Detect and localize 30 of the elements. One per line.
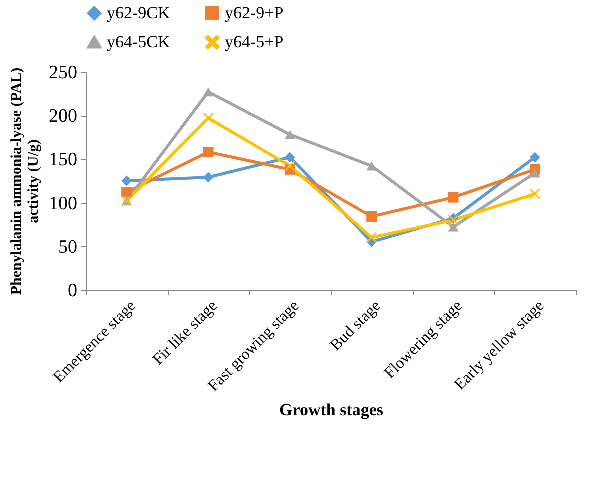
point <box>203 146 214 158</box>
point <box>203 112 214 124</box>
x-tick-label: Fir like stage <box>150 298 222 369</box>
y-tick-label: 250 <box>49 62 78 84</box>
point <box>530 152 540 163</box>
legend-label: y62-9+P <box>225 4 284 23</box>
x-axis-title: Growth stages <box>279 400 384 420</box>
legend-label: y62-9CK <box>107 4 171 23</box>
point <box>448 222 459 232</box>
y-tick-label: 100 <box>49 193 78 214</box>
point <box>122 176 132 186</box>
point <box>203 172 214 183</box>
legend-label: y64-5CK <box>107 32 171 52</box>
point <box>203 88 214 97</box>
point <box>530 168 540 178</box>
point <box>366 232 378 243</box>
point <box>448 192 459 203</box>
point <box>284 160 296 172</box>
legend-label: y64-5+P <box>225 32 284 52</box>
y-tick-label: 0 <box>68 280 78 302</box>
y-tick-label: 150 <box>49 150 78 171</box>
y-axis-title: Phenylalanin ammonia-lyase (PAL) activity (U/g) <box>9 68 42 296</box>
x-tick-label: Bud stage <box>327 298 384 354</box>
point <box>284 152 296 163</box>
point <box>122 187 132 198</box>
point <box>366 212 378 222</box>
y-tick-label: 50 <box>58 236 78 258</box>
y-tick-label: 200 <box>49 106 78 128</box>
point <box>284 130 296 140</box>
point <box>530 188 540 200</box>
